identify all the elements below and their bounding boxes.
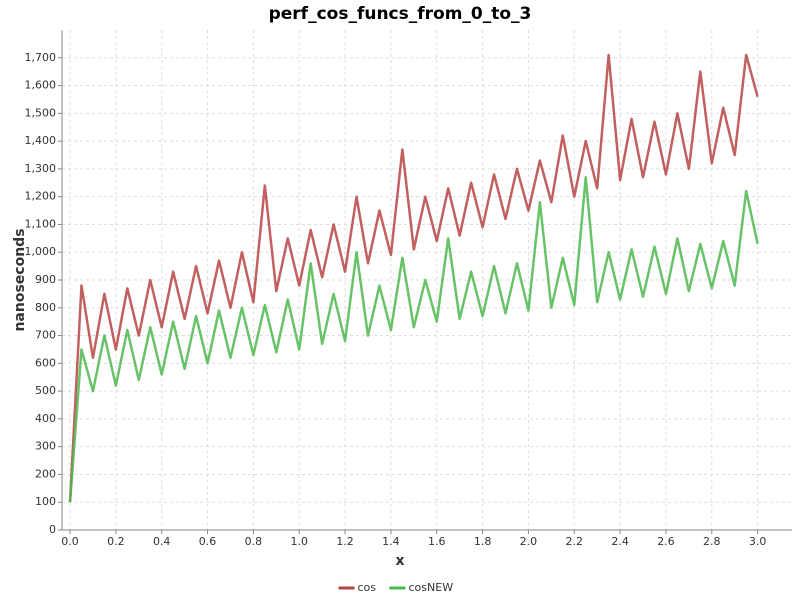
x-tick-label: 0.8 [245,535,263,548]
x-tick-label: 3.0 [749,535,767,548]
legend-label: cos [358,581,377,594]
y-axis-label: nanoseconds [12,228,28,331]
x-tick-label: 0.6 [199,535,217,548]
x-tick-label: 0.4 [153,535,171,548]
y-tick-label: 700 [35,329,56,342]
y-tick-label: 1,200 [25,190,57,203]
x-tick-label: 2.8 [703,535,721,548]
y-tick-label: 1,600 [25,79,57,92]
series-line [68,53,759,503]
x-tick-label: 1.4 [382,535,400,548]
y-tick-label: 800 [35,301,56,314]
y-tick-label: 300 [35,440,56,453]
y-tick-label: 1,700 [25,51,57,64]
x-tick-label: 0.0 [61,535,79,548]
x-tick-label: 1.0 [290,535,308,548]
x-tick-label: 0.2 [107,535,125,548]
y-tick-label: 1,300 [25,162,57,175]
x-tick-label: 2.0 [520,535,538,548]
y-tick-label: 600 [35,356,56,369]
series-line [68,175,759,503]
y-tick-label: 1,000 [25,245,57,258]
y-tick-label: 1,500 [25,106,57,119]
x-tick-label: 1.2 [336,535,354,548]
x-tick-label: 1.6 [428,535,446,548]
y-tick-label: 1,400 [25,134,57,147]
y-tick-label: 500 [35,384,56,397]
x-tick-label: 2.2 [566,535,584,548]
y-tick-label: 200 [35,467,56,480]
y-tick-label: 900 [35,273,56,286]
y-tick-label: 100 [35,495,56,508]
x-axis-label: x [395,553,404,569]
y-tick-label: 1,100 [25,217,57,230]
x-tick-label: 2.4 [611,535,629,548]
legend-label: cosNEW [409,581,454,594]
x-tick-label: 2.6 [657,535,675,548]
y-tick-label: 400 [35,412,56,425]
chart-title: perf_cos_funcs_from_0_to_3 [269,4,532,24]
y-tick-label: 0 [49,523,56,536]
x-tick-label: 1.8 [474,535,492,548]
